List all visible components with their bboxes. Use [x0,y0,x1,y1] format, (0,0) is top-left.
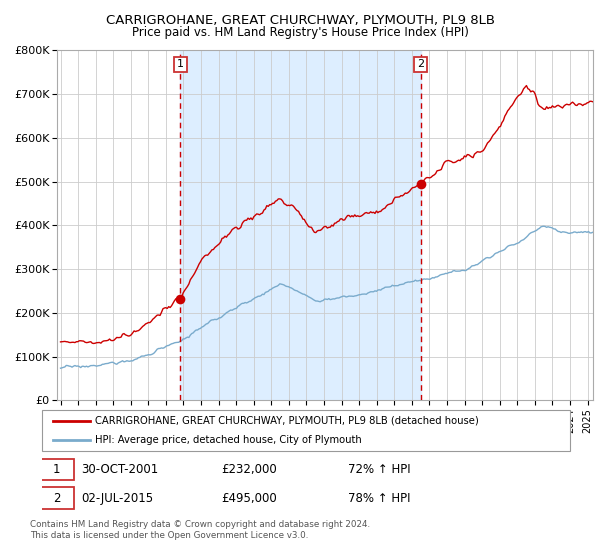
Text: 2: 2 [417,59,424,69]
Text: £232,000: £232,000 [221,463,277,476]
FancyBboxPatch shape [40,459,74,480]
Text: 30-OCT-2001: 30-OCT-2001 [82,463,159,476]
Text: £495,000: £495,000 [221,492,277,505]
Text: CARRIGROHANE, GREAT CHURCHWAY, PLYMOUTH, PL9 8LB: CARRIGROHANE, GREAT CHURCHWAY, PLYMOUTH,… [106,14,494,27]
Text: HPI: Average price, detached house, City of Plymouth: HPI: Average price, detached house, City… [95,435,362,445]
Text: CARRIGROHANE, GREAT CHURCHWAY, PLYMOUTH, PL9 8LB (detached house): CARRIGROHANE, GREAT CHURCHWAY, PLYMOUTH,… [95,416,479,426]
Text: Contains HM Land Registry data © Crown copyright and database right 2024.
This d: Contains HM Land Registry data © Crown c… [30,520,370,540]
Text: 72% ↑ HPI: 72% ↑ HPI [348,463,411,476]
FancyBboxPatch shape [40,487,74,509]
Text: Price paid vs. HM Land Registry's House Price Index (HPI): Price paid vs. HM Land Registry's House … [131,26,469,39]
Text: 1: 1 [53,463,60,476]
Text: 78% ↑ HPI: 78% ↑ HPI [348,492,411,505]
Text: 2: 2 [53,492,60,505]
Text: 1: 1 [177,59,184,69]
Text: 02-JUL-2015: 02-JUL-2015 [82,492,154,505]
FancyBboxPatch shape [42,410,570,451]
Bar [181,50,421,400]
